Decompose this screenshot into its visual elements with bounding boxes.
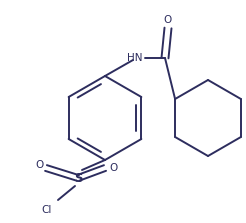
Text: Cl: Cl xyxy=(42,205,52,215)
Text: HN: HN xyxy=(127,53,143,63)
Text: O: O xyxy=(109,163,117,173)
Text: S: S xyxy=(74,171,82,184)
Text: O: O xyxy=(35,160,43,170)
Text: O: O xyxy=(164,15,172,25)
